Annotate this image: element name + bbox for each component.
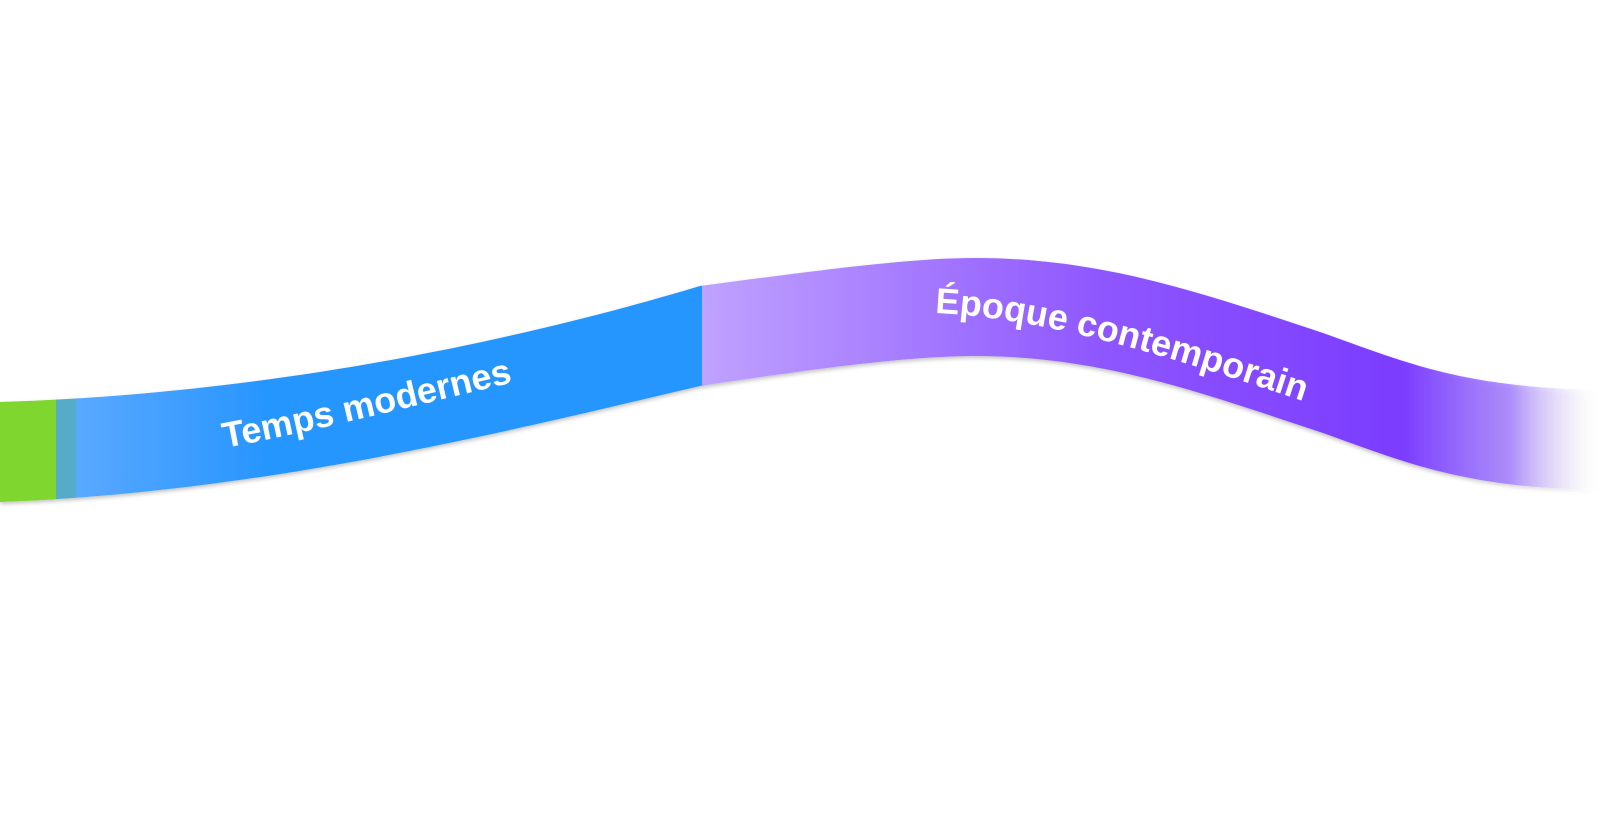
era-band-transition: [56, 258, 78, 502]
era-band-epoque-contemporaine: [702, 258, 1600, 502]
era-band-green: [0, 258, 58, 502]
